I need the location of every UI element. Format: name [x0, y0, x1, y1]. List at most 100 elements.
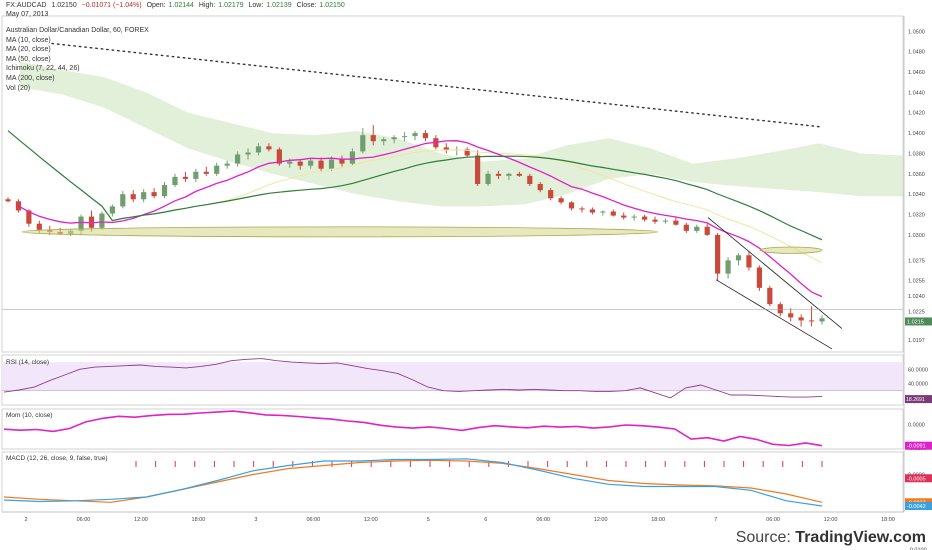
macd-line: [3, 458, 823, 507]
bull-candle: [78, 216, 84, 231]
bull-candle: [381, 139, 387, 142]
bull-candle: [631, 216, 637, 218]
macd-value-tag: [905, 502, 932, 510]
bear-candle: [704, 226, 710, 235]
indicator-legend: Australian Dollar/Canadian Dollar, 60, F…: [6, 26, 149, 93]
price-tick-label: 1.0460: [908, 70, 925, 76]
resistance-ellipse: [759, 246, 823, 254]
price-tick-label: 1.0360: [908, 172, 925, 178]
time-axis-ticks: 2 06:00 12:00 18:00 3 06:00 12:00 5 6 06:00 12:00 1…: [24, 517, 894, 523]
price-tick-label: 1.0340: [908, 192, 925, 198]
bull-candle: [234, 154, 241, 164]
time-tick-label: 6: [484, 517, 487, 523]
rsi-tick-label: 40.0000: [908, 382, 928, 388]
open-value: 1.02144: [168, 2, 194, 9]
bull-candle: [99, 213, 105, 228]
rsi-pane-label[interactable]: RSI (14, close): [6, 359, 49, 366]
candles-group: [5, 124, 825, 327]
price-tick-label: 1.0255: [908, 279, 925, 285]
bull-candle: [391, 137, 397, 140]
bear-candle: [558, 198, 564, 203]
bull-candle: [328, 159, 335, 169]
bear-candle: [589, 209, 596, 213]
time-tick-label: 18:00: [651, 517, 665, 523]
bull-candle: [172, 176, 178, 186]
bear-candle: [276, 149, 282, 164]
bull-candle: [412, 133, 418, 137]
bear-candle: [130, 194, 136, 200]
bear-candle: [475, 155, 481, 184]
momentum-line: [3, 410, 823, 447]
rsi-tick-label: 60.0000: [908, 367, 928, 373]
bear-candle: [88, 216, 95, 228]
time-tick-label: 06:00: [306, 517, 320, 523]
bull-candle: [193, 171, 199, 179]
bear-candle: [318, 160, 324, 169]
price-tick-label: 1.0300: [908, 233, 925, 239]
bear-candle: [621, 215, 627, 218]
price-tick-label: 1.0380: [908, 151, 925, 157]
last-price: 1.02150: [51, 2, 77, 9]
legend-ma200[interactable]: MA (200, close): [6, 74, 55, 82]
ma50-line: [7, 130, 823, 241]
bear-candle: [266, 146, 272, 150]
bull-candle: [141, 192, 147, 200]
bull-candle: [214, 165, 220, 174]
time-tick-label: 2: [24, 517, 27, 523]
macd-pane-label[interactable]: MACD (12, 26, close, 9, false, true): [6, 455, 108, 462]
bull-candle: [109, 206, 115, 214]
legend-ma50[interactable]: MA (50, close): [6, 55, 51, 63]
mom-pane-label[interactable]: Mom (10, close): [6, 412, 53, 419]
legend-ma10[interactable]: MA (10, close): [6, 36, 51, 44]
time-tick-label: 5: [427, 517, 430, 523]
bear-candle: [756, 267, 762, 288]
macd-value-tag: [905, 474, 932, 483]
time-tick-label: 3: [254, 517, 257, 523]
bear-candle: [777, 304, 783, 314]
legend-ichimoku[interactable]: Ichimoku (7, 22, 44, 26): [6, 65, 80, 73]
bull-candle: [245, 152, 251, 155]
time-tick-label: 18:00: [881, 517, 895, 523]
price-axis-ticks: 1.0500 1.0480 1.0460 1.0440 1.0420 1.0400 1.03…: [908, 29, 925, 344]
bear-candle: [203, 171, 209, 174]
time-tick-label: 12:00: [824, 517, 838, 523]
time-tick-label: 06:00: [77, 517, 91, 523]
low-value: 1.02139: [266, 2, 292, 9]
close-value: 1.02150: [319, 2, 345, 9]
bear-candle: [673, 220, 679, 225]
macd-tick-label: -0.0100: [908, 548, 927, 550]
price-tick-label: 1.0197: [908, 338, 925, 344]
time-tick-label: 12:00: [134, 517, 148, 523]
symbol: FX:AUDCAD: [6, 2, 47, 9]
bear-candle: [464, 149, 470, 156]
price-change: −0.01071 (−1.04%): [81, 2, 142, 9]
bear-candle: [537, 184, 543, 191]
bear-candle: [339, 159, 345, 164]
price-tick-label: 1.0400: [908, 131, 925, 137]
bear-candle: [36, 223, 42, 230]
legend-volume[interactable]: Vol (20): [6, 84, 31, 92]
macd-value-tag-label: -0.0005: [907, 476, 926, 482]
time-tick-label: 7: [714, 517, 717, 523]
bull-candle: [694, 226, 700, 231]
bull-candle: [349, 151, 355, 164]
bull-candle: [360, 135, 366, 152]
legend-ma20[interactable]: MA (20, close): [6, 46, 51, 54]
bear-candle: [151, 192, 157, 197]
bear-candle: [548, 190, 554, 199]
bear-candle: [5, 199, 11, 202]
macd-signal-line: [3, 459, 823, 503]
bull-candle: [401, 136, 408, 138]
price-tick-label: 1.0320: [908, 213, 925, 219]
rsi-band: [2, 362, 903, 391]
bull-candle: [120, 194, 126, 207]
bear-candle: [808, 320, 815, 322]
bear-candle: [297, 161, 303, 166]
wedge-upper-line: [707, 217, 843, 329]
bull-candle: [308, 160, 314, 166]
bear-candle: [370, 135, 376, 142]
rsi-value-tag: [905, 395, 932, 404]
source-credit: Source: TradingView.com: [735, 529, 926, 546]
rsi-line: [3, 358, 823, 399]
